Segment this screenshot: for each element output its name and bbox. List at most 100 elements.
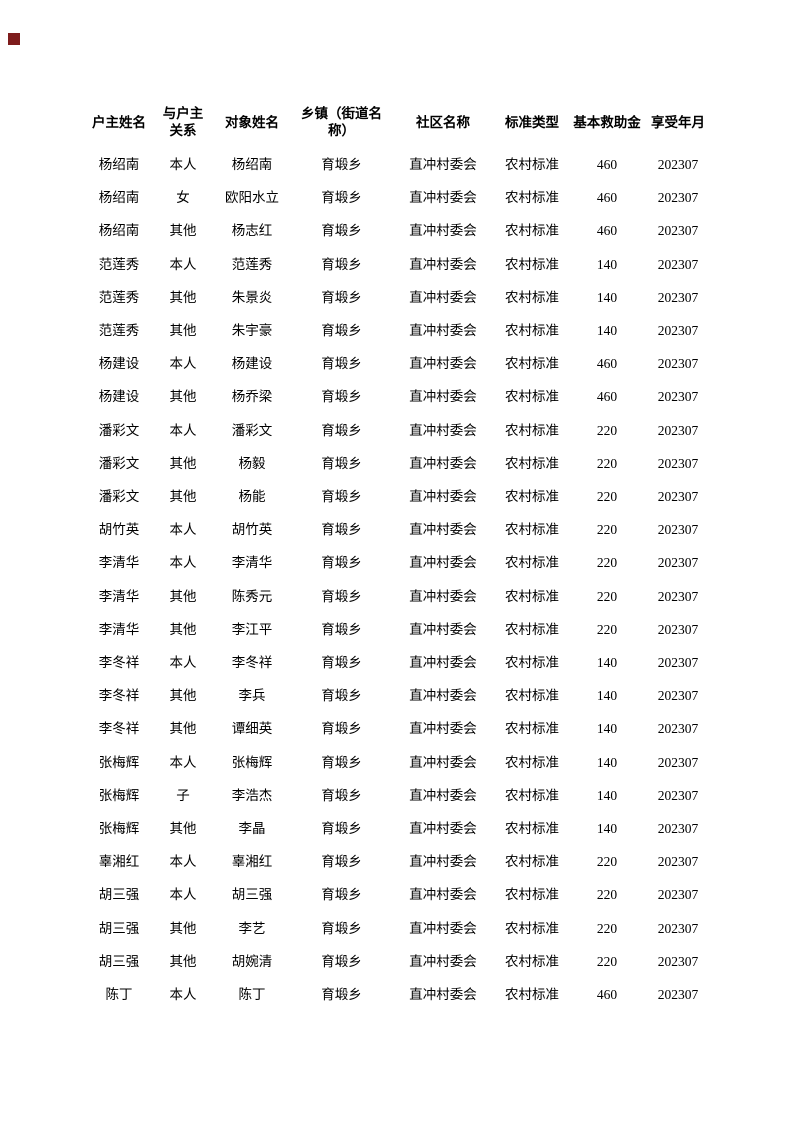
column-header-person_name: 对象姓名: [225, 114, 279, 130]
cell-person_name: 李江平: [231, 621, 273, 637]
cell-standard_type: 农村标准: [505, 289, 559, 305]
cell-period: 202307: [657, 588, 699, 604]
cell-township: 育塅乡: [321, 555, 362, 571]
cell-community: 直冲村委会: [409, 721, 477, 737]
cell-relationship: 其他: [169, 821, 197, 837]
cell-relationship: 其他: [169, 489, 197, 505]
cell-period: 202307: [657, 422, 699, 438]
cell-period: 202307: [657, 157, 699, 172]
cell-relationship: 其他: [169, 323, 197, 339]
cell-household_head: 辜湘红: [98, 854, 140, 870]
cell-standard_type: 农村标准: [505, 887, 559, 903]
cell-period: 202307: [657, 522, 699, 538]
column-header-period: 享受年月: [651, 114, 705, 130]
cell-period: 202307: [657, 887, 699, 903]
cell-standard_type: 农村标准: [505, 721, 559, 737]
column-header-community: 社区名称: [416, 114, 470, 130]
cell-standard_type: 农村标准: [505, 522, 559, 538]
cell-community: 直冲村委会: [409, 389, 477, 405]
cell-household_head: 范莲秀: [98, 289, 140, 305]
cell-standard_type: 农村标准: [505, 555, 559, 571]
table-row: 胡三强 本人 胡三强 育塅乡 直冲村委会 农村标准 220 202307: [86, 878, 713, 911]
cell-household_head: 潘彩文: [98, 489, 140, 505]
table-row: 李清华 本人 李清华 育塅乡 直冲村委会 农村标准 220 202307: [86, 546, 713, 579]
cell-township: 育塅乡: [321, 920, 362, 936]
cell-township: 育塅乡: [321, 688, 362, 704]
cell-standard_type: 农村标准: [505, 356, 559, 372]
table-header: 户主姓名 与户主 关系 对象姓名 乡镇（街道名 称） 社区名称 标准类型 基本救助金 享受年月: [86, 96, 713, 148]
cell-household_head: 李冬祥: [98, 655, 140, 671]
cell-household_head: 张梅辉: [98, 821, 140, 837]
cell-relationship: 其他: [169, 721, 197, 737]
cell-standard_type: 农村标准: [505, 588, 559, 604]
cell-basic_subsidy: 140: [596, 256, 618, 272]
table-row: 辜湘红 本人 辜湘红 育塅乡 直冲村委会 农村标准 220 202307: [86, 845, 713, 878]
cell-person_name: 朱宇豪: [231, 323, 273, 339]
cell-basic_subsidy: 220: [596, 621, 618, 637]
cell-basic_subsidy: 140: [596, 721, 618, 737]
cell-community: 直冲村委会: [409, 256, 477, 272]
cell-basic_subsidy: 460: [596, 190, 618, 206]
cell-person_name: 谭细英: [231, 721, 273, 737]
cell-standard_type: 农村标准: [505, 920, 559, 936]
cell-person_name: 杨乔梁: [231, 389, 273, 405]
cell-period: 202307: [657, 987, 699, 1003]
cell-household_head: 李冬祥: [98, 721, 140, 737]
cell-period: 202307: [657, 489, 699, 505]
cell-basic_subsidy: 220: [596, 887, 618, 903]
cell-standard_type: 农村标准: [505, 323, 559, 339]
cell-standard_type: 农村标准: [505, 389, 559, 405]
table-row: 李清华 其他 陈秀元 育塅乡 直冲村委会 农村标准 220 202307: [86, 580, 713, 613]
cell-township: 育塅乡: [321, 522, 362, 538]
cell-period: 202307: [657, 688, 699, 704]
cell-community: 直冲村委会: [409, 655, 477, 671]
header-row: 户主姓名 与户主 关系 对象姓名 乡镇（街道名 称） 社区名称 标准类型 基本救助金 享受年月: [86, 96, 713, 148]
cell-person_name: 杨毅: [238, 455, 266, 471]
cell-township: 育塅乡: [321, 588, 362, 604]
subsidy-roster-table: 户主姓名 与户主 关系 对象姓名 乡镇（街道名 称） 社区名称 标准类型 基本救助金 享受年月…: [86, 96, 713, 1011]
cell-township: 育塅乡: [321, 157, 362, 172]
cell-standard_type: 农村标准: [505, 655, 559, 671]
cell-relationship: 其他: [169, 621, 197, 637]
cell-basic_subsidy: 460: [596, 356, 618, 372]
cell-household_head: 杨绍南: [98, 157, 140, 172]
cell-relationship: 本人: [169, 157, 197, 172]
cell-basic_subsidy: 140: [596, 787, 618, 803]
table-row: 李冬祥 其他 李兵 育塅乡 直冲村委会 农村标准 140 202307: [86, 679, 713, 712]
cell-basic_subsidy: 220: [596, 953, 618, 969]
column-header-basic_subsidy: 基本救助金: [573, 114, 641, 130]
cell-standard_type: 农村标准: [505, 422, 559, 438]
cell-basic_subsidy: 220: [596, 555, 618, 571]
cell-community: 直冲村委会: [409, 555, 477, 571]
table-row: 胡三强 其他 李艺 育塅乡 直冲村委会 农村标准 220 202307: [86, 912, 713, 945]
table-row: 张梅辉 其他 李晶 育塅乡 直冲村委会 农村标准 140 202307: [86, 812, 713, 845]
cell-period: 202307: [657, 655, 699, 671]
cell-person_name: 潘彩文: [231, 422, 273, 438]
cell-person_name: 李兵: [238, 688, 266, 704]
cell-basic_subsidy: 140: [596, 289, 618, 305]
cell-township: 育塅乡: [321, 854, 362, 870]
table-row: 范莲秀 本人 范莲秀 育塅乡 直冲村委会 农村标准 140 202307: [86, 248, 713, 281]
cell-relationship: 本人: [169, 256, 197, 272]
cell-township: 育塅乡: [321, 887, 362, 903]
cell-relationship: 本人: [169, 555, 197, 571]
table-row: 范莲秀 其他 朱景炎 育塅乡 直冲村委会 农村标准 140 202307: [86, 281, 713, 314]
cell-community: 直冲村委会: [409, 522, 477, 538]
cell-basic_subsidy: 220: [596, 522, 618, 538]
cell-township: 育塅乡: [321, 289, 362, 305]
cell-basic_subsidy: 140: [596, 821, 618, 837]
cell-community: 直冲村委会: [409, 688, 477, 704]
cell-household_head: 范莲秀: [98, 323, 140, 339]
table-row: 张梅辉 子 李浩杰 育塅乡 直冲村委会 农村标准 140 202307: [86, 779, 713, 812]
cell-period: 202307: [657, 356, 699, 372]
cell-relationship: 其他: [169, 389, 197, 405]
cell-relationship: 其他: [169, 953, 197, 969]
cell-standard_type: 农村标准: [505, 754, 559, 770]
cell-relationship: 其他: [169, 688, 197, 704]
cell-township: 育塅乡: [321, 953, 362, 969]
cell-community: 直冲村委会: [409, 854, 477, 870]
cell-basic_subsidy: 220: [596, 920, 618, 936]
table-row: 杨绍南 本人 杨绍南 育塅乡 直冲村委会 农村标准 460 202307: [86, 148, 713, 181]
cell-township: 育塅乡: [321, 621, 362, 637]
cell-period: 202307: [657, 920, 699, 936]
